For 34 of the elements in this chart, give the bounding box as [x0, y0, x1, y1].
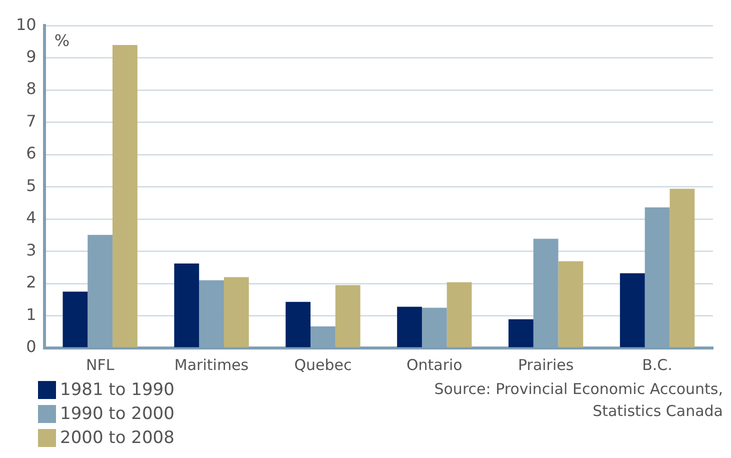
legend-label: 2000 to 2008: [60, 427, 174, 450]
bar: [446, 282, 472, 348]
bar: [397, 306, 422, 348]
y-tick-label: 5: [26, 176, 36, 195]
bar: [286, 302, 311, 348]
x-tick-label: Quebec: [294, 356, 352, 374]
y-tick-label: 4: [26, 208, 36, 228]
y-tick-label: 6: [26, 144, 36, 163]
bar: [62, 292, 88, 348]
bar: [174, 264, 200, 348]
x-tick-label: Maritimes: [174, 356, 249, 374]
x-tick-label: NFL: [86, 356, 115, 374]
bar: [112, 44, 138, 348]
bar: [670, 188, 695, 348]
bar: [224, 277, 249, 348]
y-tick-label: 9: [26, 46, 36, 66]
y-tick-label: 2: [26, 272, 36, 292]
y-tick-label: 7: [26, 111, 36, 130]
legend-label: 1990 to 2000: [60, 403, 174, 426]
legend-label: 1981 to 1990: [60, 379, 174, 402]
bar: [620, 273, 645, 348]
y-tick-label: 0: [26, 337, 36, 356]
bar: [558, 261, 584, 348]
bar: [335, 285, 360, 348]
y-tick-label: 8: [26, 79, 36, 98]
x-tick-label: Prairies: [518, 356, 574, 374]
y-tick-label: 3: [26, 240, 36, 260]
x-tick-label: Ontario: [406, 356, 462, 374]
y-tick-label: 1: [26, 304, 36, 324]
bar: [508, 319, 534, 348]
source-note: Source: Provincial Economic Accounts, Statistics Canada: [434, 379, 723, 422]
x-tick-label: B.C.: [642, 356, 672, 374]
y-axis-title: %: [54, 30, 70, 50]
y-tick-label: 10: [16, 14, 36, 34]
